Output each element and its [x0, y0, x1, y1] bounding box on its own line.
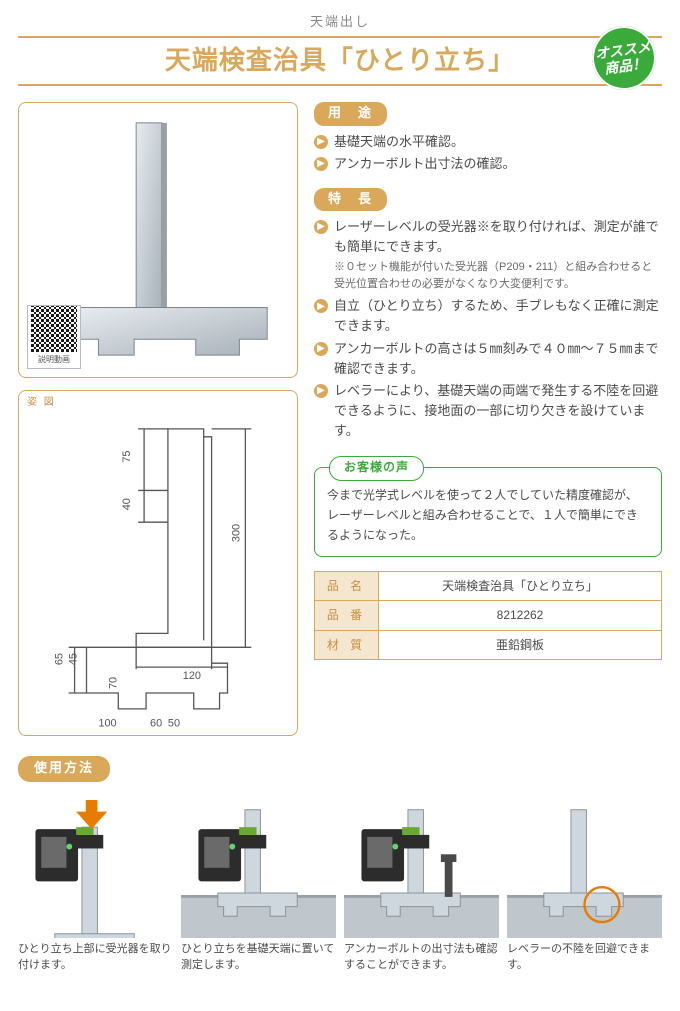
- bullet-icon: ▶: [314, 342, 328, 356]
- usage-bullet: ▶ 基礎天端の水平確認。: [314, 132, 662, 152]
- dim-40: 40: [121, 498, 133, 510]
- howto-figure: [181, 788, 336, 938]
- spec-row: 品 番 8212262: [315, 601, 662, 631]
- bullet-icon: ▶: [314, 299, 328, 313]
- spec-row: 材 質 亜鉛鋼板: [315, 630, 662, 660]
- right-column: 用 途 ▶ 基礎天端の水平確認。▶ アンカーボルト出寸法の確認。 特 長 ▶ レ…: [314, 102, 662, 660]
- howto-item: ひとり立ち上部に受光器を取り付けます。: [18, 788, 173, 974]
- product-title: 天端検査治具「ひとり立ち」: [18, 36, 662, 86]
- dim-100: 100: [98, 718, 116, 730]
- qr-pattern: [31, 306, 77, 352]
- dimension-diagram-box: 姿 図: [18, 390, 298, 736]
- spec-row: 品 名 天端検査治具「ひとり立ち」: [315, 571, 662, 601]
- howto-caption: レベラーの不陸を回避できます。: [507, 942, 662, 974]
- howto-item: レベラーの不陸を回避できます。: [507, 788, 662, 974]
- qr-code: 説明動画: [27, 305, 81, 369]
- feature-bullet-text: 自立（ひとり立ち）するため、手ブレもなく正確に測定できます。: [334, 296, 662, 336]
- dim-60: 60: [150, 718, 162, 730]
- dimension-diagram-svg: 300 75 40 120 65 45 100 70 60 50: [19, 411, 297, 737]
- howto-figure: [507, 788, 662, 938]
- feature-bullet: ▶ レベラーにより、基礎天端の両端で発生する不陸を回避できるように、接地面の一部…: [314, 381, 662, 441]
- voice-text: 今まで光学式レベルを使って２人でしていた精度確認が、レーザーレベルと組み合わせる…: [327, 486, 649, 545]
- dim-50: 50: [168, 718, 180, 730]
- left-column: 説明動画 姿 図: [18, 102, 298, 736]
- dim-70: 70: [107, 677, 119, 689]
- howto-row: ひとり立ち上部に受光器を取り付けます。 ひとり立ちを基礎天端に置いて測定します。: [18, 788, 662, 974]
- feature-list: ▶ レーザーレベルの受光器※を取り付ければ、測定が誰でも簡単にできます。※０セッ…: [314, 217, 662, 441]
- usage-bullet-text: 基礎天端の水平確認。: [334, 132, 662, 152]
- voice-heading: お客様の声: [329, 456, 424, 481]
- usage-bullet-text: アンカーボルト出寸法の確認。: [334, 154, 662, 174]
- dim-300: 300: [230, 524, 242, 542]
- spec-table: 品 名 天端検査治具「ひとり立ち」品 番 8212262材 質 亜鉛鋼板: [314, 571, 662, 661]
- diagram-label: 姿 図: [19, 391, 297, 411]
- spec-header-cell: 品 名: [315, 571, 379, 601]
- feature-bullet: ▶ アンカーボルトの高さは５㎜刻みで４０㎜〜７５㎜まで確認できます。: [314, 339, 662, 379]
- dim-45: 45: [68, 653, 80, 665]
- usage-list: ▶ 基礎天端の水平確認。▶ アンカーボルト出寸法の確認。: [314, 132, 662, 174]
- feature-bullet-text: アンカーボルトの高さは５㎜刻みで４０㎜〜７５㎜まで確認できます。: [334, 339, 662, 379]
- howto-figure: [344, 788, 499, 938]
- usage-heading: 用 途: [314, 102, 387, 125]
- dim-65: 65: [54, 653, 66, 665]
- spec-header-cell: 材 質: [315, 630, 379, 660]
- bullet-icon: ▶: [314, 157, 328, 171]
- spec-value-cell: 亜鉛鋼板: [379, 630, 662, 660]
- howto-section: 使用方法 ひとり立ち上部に受光器を取り付けます。 ひとり立ちを基礎天端に置いて測…: [18, 756, 662, 973]
- customer-voice-box: お客様の声 今まで光学式レベルを使って２人でしていた精度確認が、レーザーレベルと…: [314, 467, 662, 556]
- howto-item: アンカーボルトの出寸法も確認することができます。: [344, 788, 499, 974]
- usage-bullet: ▶ アンカーボルト出寸法の確認。: [314, 154, 662, 174]
- feature-bullet-text: レベラーにより、基礎天端の両端で発生する不陸を回避できるように、接地面の一部に切…: [334, 381, 662, 441]
- title-wrap: 天端検査治具「ひとり立ち」 オススメ 商品！: [18, 36, 662, 86]
- spec-value-cell: 8212262: [379, 601, 662, 631]
- category-label: 天端出し: [310, 14, 370, 29]
- feature-bullet: ▶ レーザーレベルの受光器※を取り付ければ、測定が誰でも簡単にできます。: [314, 217, 662, 257]
- page-header: 天端出し: [18, 12, 662, 32]
- qr-label: 説明動画: [38, 354, 70, 366]
- feature-subnote: ※０セット機能が付いた受光器（P209・211）と組み合わせると受光位置合わせの…: [334, 259, 662, 292]
- howto-heading: 使用方法: [18, 756, 110, 781]
- howto-item: ひとり立ちを基礎天端に置いて測定します。: [181, 788, 336, 974]
- howto-figure: [18, 788, 173, 938]
- feature-bullet-text: レーザーレベルの受光器※を取り付ければ、測定が誰でも簡単にできます。: [334, 217, 662, 257]
- dim-120: 120: [183, 670, 201, 682]
- main-two-col: 説明動画 姿 図: [18, 102, 662, 736]
- spec-header-cell: 品 番: [315, 601, 379, 631]
- dim-75: 75: [121, 450, 133, 462]
- howto-caption: ひとり立ち上部に受光器を取り付けます。: [18, 942, 173, 974]
- feature-bullet: ▶ 自立（ひとり立ち）するため、手ブレもなく正確に測定できます。: [314, 296, 662, 336]
- bullet-icon: ▶: [314, 384, 328, 398]
- howto-caption: アンカーボルトの出寸法も確認することができます。: [344, 942, 499, 974]
- howto-caption: ひとり立ちを基礎天端に置いて測定します。: [181, 942, 336, 974]
- bullet-icon: ▶: [314, 135, 328, 149]
- feature-heading: 特 長: [314, 188, 387, 211]
- spec-value-cell: 天端検査治具「ひとり立ち」: [379, 571, 662, 601]
- bullet-icon: ▶: [314, 220, 328, 234]
- product-photo-box: 説明動画: [18, 102, 298, 378]
